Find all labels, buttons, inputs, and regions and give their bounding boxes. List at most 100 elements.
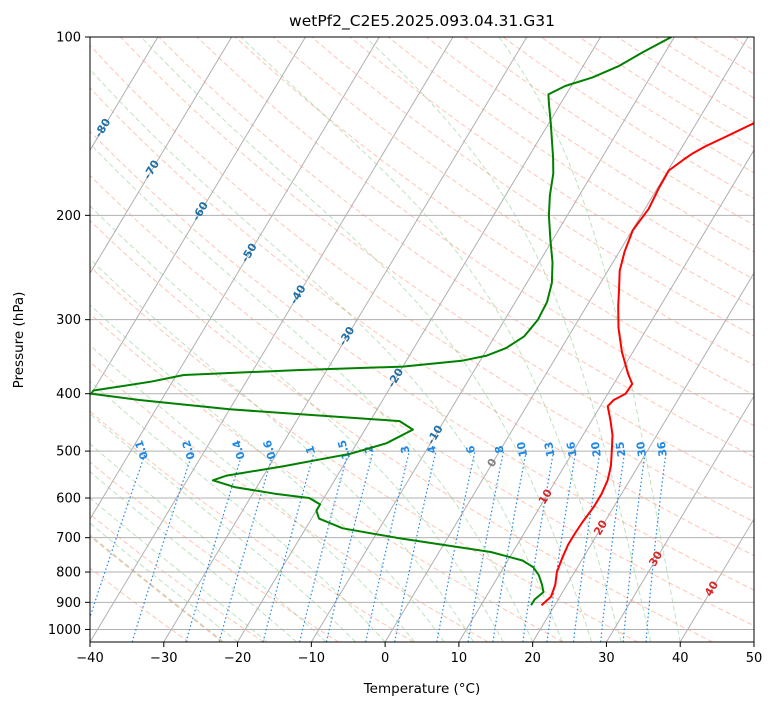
y-tick-label: 900 xyxy=(56,596,81,611)
mixing-ratio-line xyxy=(622,451,646,642)
mixing-ratio-label: 10 xyxy=(514,440,530,458)
dry-adiabat-line xyxy=(120,37,754,490)
y-tick-label: 400 xyxy=(56,387,81,402)
dry-adiabat-line xyxy=(273,37,754,366)
mixing-ratio-label: 0.1 xyxy=(132,439,151,462)
isotherm-line xyxy=(458,149,754,642)
mixing-ratio-line xyxy=(262,450,316,642)
dry-adiabat-line xyxy=(349,37,754,308)
mixing-ratio-label: 1.5 xyxy=(335,439,353,461)
mixing-ratio-line xyxy=(365,450,410,642)
dry-adiabat-line xyxy=(617,37,754,124)
dry-adiabat-line xyxy=(90,44,754,523)
x-tick-label: 30 xyxy=(598,651,615,666)
mixing-ratio-line xyxy=(394,450,437,642)
moist-adiabat-line xyxy=(365,37,652,642)
isotherm-label: -90 xyxy=(43,74,65,98)
isotherm-label: -70 xyxy=(141,157,163,181)
dry-adiabat-line xyxy=(311,37,754,337)
mixing-ratio-label: 30 xyxy=(634,440,649,457)
isotherm-label: 30 xyxy=(646,549,665,569)
dry-adiabat-line xyxy=(90,87,754,557)
mixing-ratio-label: 6 xyxy=(464,444,478,455)
temperature-profile-line xyxy=(540,121,754,606)
moist-adiabat-line xyxy=(90,471,297,642)
chart-title: wetPf2_C2E5.2025.093.04.31.G31 xyxy=(289,12,555,31)
mixing-ratio-line xyxy=(325,450,374,642)
moist-adiabat-line xyxy=(90,413,356,642)
isotherm-label: 40 xyxy=(702,579,721,599)
y-tick-label: 1000 xyxy=(48,623,81,638)
axes: −40 −30 −20 −10 0 10 20 30 40 5010020030040050060… xyxy=(48,31,762,667)
isotherm-label: -60 xyxy=(190,199,212,223)
isotherm-label: 20 xyxy=(591,518,610,538)
isotherm-line xyxy=(384,37,749,642)
dry-adiabat-line xyxy=(90,219,713,642)
mixing-ratio-label: 8 xyxy=(492,444,506,454)
y-tick-label: 200 xyxy=(56,209,81,224)
x-tick-label: −20 xyxy=(224,651,251,666)
moist-adiabat-line xyxy=(498,37,681,642)
isotherm-line xyxy=(0,37,10,642)
isotherm-line xyxy=(163,37,528,642)
x-tick-label: 0 xyxy=(381,651,389,666)
mixing-ratio-line xyxy=(546,450,577,642)
mixing-ratio-label: 1 xyxy=(303,444,318,455)
y-tick-label: 500 xyxy=(56,445,81,460)
moist-adiabat-line xyxy=(90,344,415,642)
moist-adiabat-line xyxy=(240,37,622,642)
moist-adiabat-line xyxy=(90,304,445,642)
isotherm-line xyxy=(237,37,601,642)
y-tick-label: 100 xyxy=(56,31,81,46)
dry-adiabat-line xyxy=(387,37,754,280)
y-tick-label: 300 xyxy=(56,313,81,328)
moist-adiabat-line xyxy=(90,380,386,642)
isotherm-line xyxy=(679,518,754,642)
isotherm-label: 0 xyxy=(485,456,500,470)
profile-lines xyxy=(90,37,754,606)
mixing-ratio-label: 4 xyxy=(425,444,439,455)
dry-adiabat-line xyxy=(90,361,489,642)
mixing-ratio-label: 3 xyxy=(398,444,412,454)
moist-adiabat-line xyxy=(90,497,268,642)
mixing-ratio-label: 16 xyxy=(564,440,579,458)
isotherm-label: -100 xyxy=(0,29,18,60)
moist-adiabat-line xyxy=(90,443,327,642)
x-tick-label: 10 xyxy=(451,651,468,666)
mixing-ratio-line xyxy=(218,450,275,642)
moist-adiabat-line xyxy=(140,37,593,642)
mixing-ratio-line xyxy=(299,450,349,642)
mixing-ratio-line xyxy=(185,450,244,642)
moist-adiabat-line xyxy=(90,258,475,642)
dewpoint-profile-line xyxy=(90,37,672,606)
isotherm-label: -30 xyxy=(336,324,358,348)
isotherm-line xyxy=(310,37,675,642)
mixing-ratio-label: 36 xyxy=(655,440,670,457)
dry-adiabat-line xyxy=(90,174,754,627)
isotherm-line xyxy=(532,272,754,642)
isotherm-line xyxy=(90,37,380,521)
mixing-ratio-label: 0.4 xyxy=(230,438,248,461)
x-tick-label: −40 xyxy=(76,651,103,666)
isotherm-label: -20 xyxy=(385,366,407,390)
mixing-ratio-line xyxy=(572,451,601,642)
isotherm-line xyxy=(90,37,306,398)
isotherm-label: -80 xyxy=(92,116,114,140)
background-lines xyxy=(0,37,754,642)
dry-adiabat-line xyxy=(90,265,639,642)
dry-adiabat-line xyxy=(90,461,339,642)
mixing-ratio-label: 0.6 xyxy=(261,438,279,461)
moist-adiabat-line xyxy=(90,534,224,642)
mixing-ratio-line xyxy=(645,451,667,642)
isotherm-label: 10 xyxy=(536,487,555,507)
mixing-ratio-label: 25 xyxy=(613,441,628,458)
x-tick-label: 50 xyxy=(746,651,763,666)
mixing-ratio-line xyxy=(131,450,194,642)
x-tick-label: 20 xyxy=(524,651,541,666)
y-tick-label: 700 xyxy=(56,531,81,546)
isotherm-line xyxy=(90,37,233,275)
x-tick-label: −30 xyxy=(150,651,177,666)
mixing-ratio-label: 13 xyxy=(542,441,557,458)
isotherm-label: -50 xyxy=(238,241,260,265)
